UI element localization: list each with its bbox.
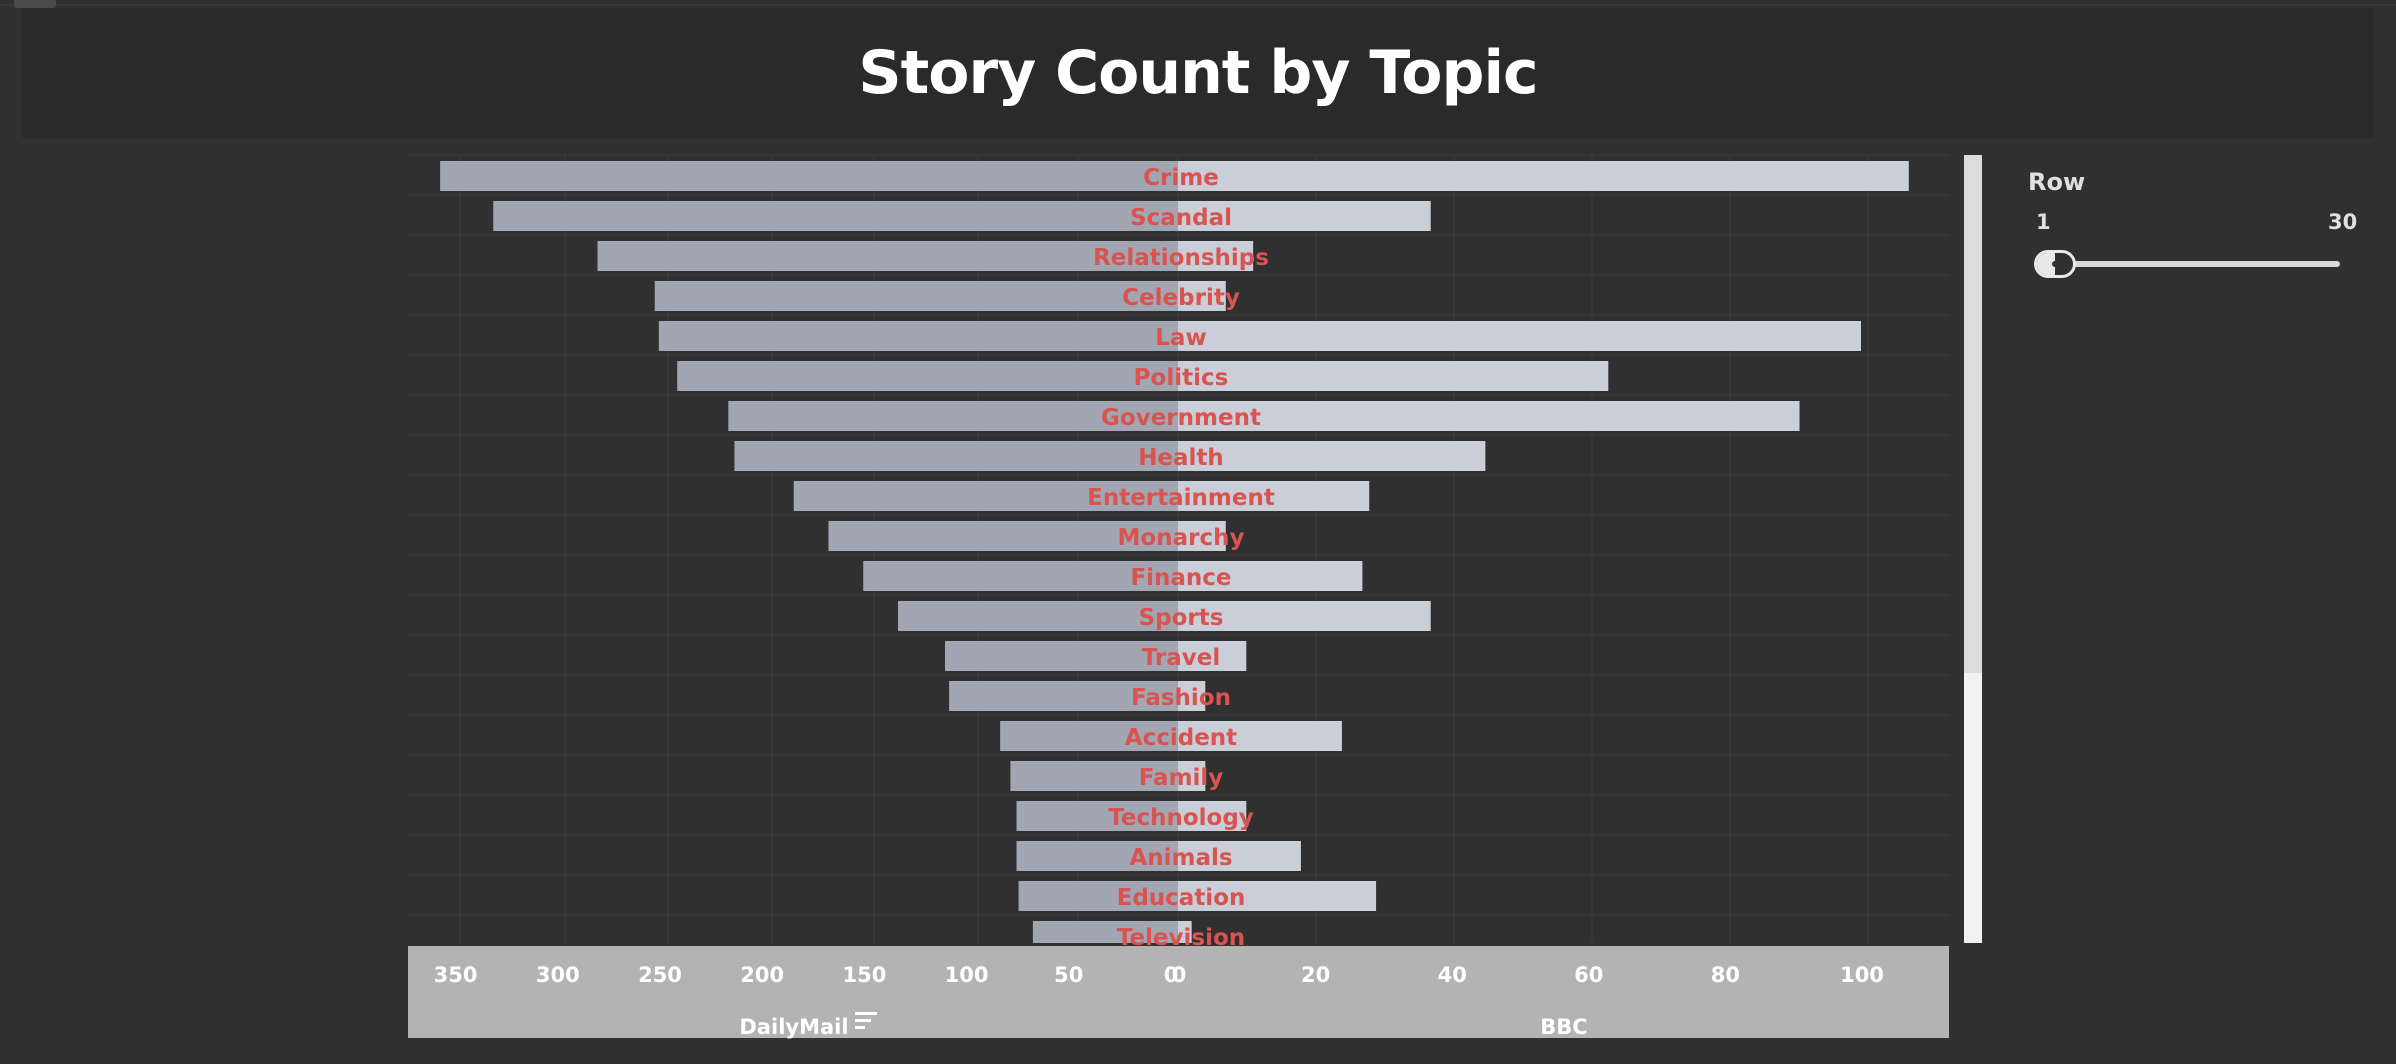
bar-bbc [1178, 361, 1609, 391]
bar-dailymail [1010, 761, 1178, 791]
bar-bbc [1178, 481, 1370, 511]
left-axis-tick-label: 350 [434, 963, 478, 987]
row-filter-min-label: 1 [2036, 210, 2051, 234]
right-axis-tick-label: 0 [1172, 963, 1187, 987]
left-axis-tick-label: 0 [1164, 963, 1179, 987]
right-axis-title: BBC [1540, 1015, 1587, 1039]
category-label: Family [1139, 765, 1224, 791]
category-label: Television [1117, 925, 1245, 951]
left-axis-tick-label: 150 [842, 963, 886, 987]
row-range-slider-track[interactable] [2054, 261, 2340, 267]
right-axis-tick-label: 20 [1301, 963, 1330, 987]
bar-dailymail [597, 241, 1178, 271]
bar-bbc [1178, 241, 1254, 271]
row-filter-label: Row [2028, 168, 2086, 196]
category-label: Scandal [1130, 205, 1232, 231]
bar-dailymail [658, 321, 1178, 351]
category-label: Animals [1129, 845, 1232, 871]
bar-dailymail [734, 441, 1178, 471]
bar-dailymail [654, 281, 1178, 311]
category-label: Accident [1125, 725, 1237, 751]
bar-bbc [1178, 801, 1247, 831]
category-label: Monarchy [1118, 525, 1245, 551]
bar-dailymail [897, 601, 1178, 631]
bar-bbc [1178, 641, 1247, 671]
left-axis-tick-label: 50 [1054, 963, 1083, 987]
category-label: Education [1117, 885, 1246, 911]
left-axis-tick-label: 250 [638, 963, 682, 987]
title-bar: Story Count by Topic [22, 8, 2374, 138]
bar-bbc [1178, 561, 1363, 591]
bar-dailymail [863, 561, 1178, 591]
category-label: Celebrity [1122, 285, 1240, 311]
category-label: Relationships [1093, 245, 1269, 271]
bar-bbc [1178, 321, 1861, 351]
category-label: Government [1101, 405, 1261, 431]
bar-dailymail [1016, 841, 1178, 871]
bar-dailymail [440, 161, 1179, 191]
axis-band [408, 946, 1949, 1038]
bar-bbc [1178, 281, 1226, 311]
category-label: Finance [1130, 565, 1231, 591]
category-label: Law [1155, 325, 1206, 351]
bar-bbc [1178, 521, 1226, 551]
chart-title: Story Count by Topic [858, 38, 1538, 108]
category-label: Fashion [1131, 685, 1231, 711]
row-filter-max-label: 30 [2328, 210, 2358, 234]
bar-bbc [1178, 681, 1206, 711]
bar-dailymail [493, 201, 1178, 231]
bar-bbc [1178, 841, 1301, 871]
left-axis-tick-label: 100 [945, 963, 989, 987]
bar-bbc [1178, 921, 1192, 943]
bar-dailymail [1016, 801, 1178, 831]
bar-bbc [1178, 761, 1206, 791]
bar-dailymail [677, 361, 1178, 391]
bar-dailymail [944, 641, 1178, 671]
bar-bbc [1178, 161, 1909, 191]
category-label: Entertainment [1087, 485, 1275, 511]
right-axis-tick-label: 100 [1840, 963, 1884, 987]
bar-dailymail [1000, 721, 1178, 751]
bar-dailymail [1018, 881, 1178, 911]
bar-dailymail [828, 521, 1178, 551]
category-label: Technology [1108, 805, 1254, 831]
category-label: Health [1138, 445, 1224, 471]
bar-dailymail [1032, 921, 1178, 943]
top-tab[interactable] [14, 0, 56, 8]
bar-dailymail [793, 481, 1178, 511]
bar-bbc [1178, 441, 1486, 471]
right-axis-tick-label: 40 [1438, 963, 1467, 987]
scrollbar-thumb[interactable] [1964, 155, 1982, 673]
sort-descending-icon[interactable] [855, 1012, 877, 1029]
category-label: Travel [1142, 645, 1221, 671]
bar-bbc [1178, 601, 1431, 631]
slider-handle-dot-icon [2052, 261, 2058, 267]
top-divider [0, 4, 2396, 6]
bar-bbc [1178, 401, 1800, 431]
left-axis-tick-label: 200 [740, 963, 784, 987]
bar-bbc [1178, 201, 1431, 231]
left-axis-title: DailyMail [739, 1015, 848, 1039]
bar-bbc [1178, 881, 1377, 911]
bar-dailymail [949, 681, 1178, 711]
bar-bbc [1178, 721, 1342, 751]
category-label: Crime [1143, 165, 1219, 191]
left-axis-tick-label: 300 [536, 963, 580, 987]
category-label: Sports [1139, 605, 1224, 631]
bar-dailymail [728, 401, 1178, 431]
category-label: Politics [1134, 365, 1229, 391]
right-axis-tick-label: 80 [1711, 963, 1740, 987]
slider-handle-left-half [2037, 253, 2055, 275]
row-range-slider-handle[interactable] [2034, 250, 2076, 278]
right-axis-tick-label: 60 [1574, 963, 1603, 987]
